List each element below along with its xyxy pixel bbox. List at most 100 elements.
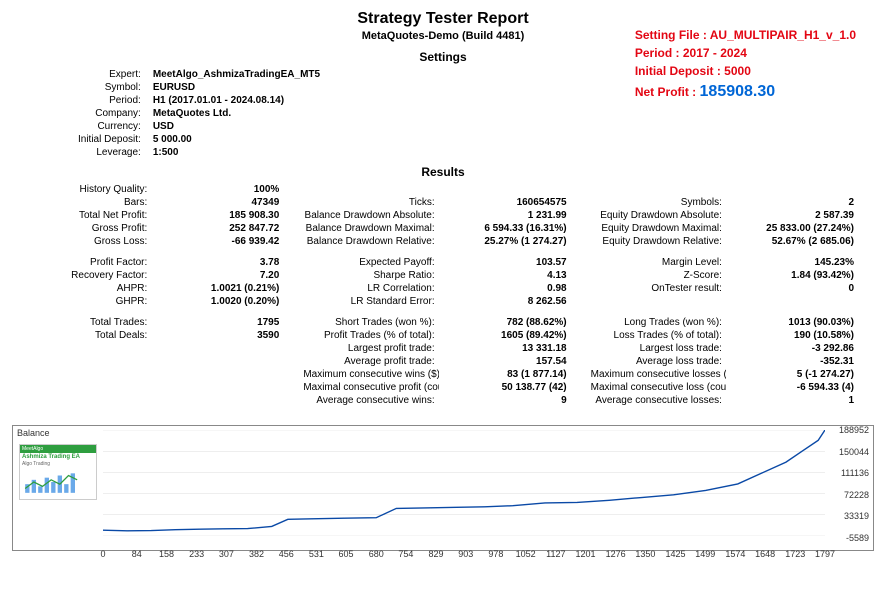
results-row: GHPR:1.0020 (0.20%)LR Standard Error:8 2… (12, 295, 874, 308)
ea-thumbnail: MeetAlgo Ashmiza Trading EA Algo Trading (19, 444, 97, 500)
result-label: Sharpe Ratio: (299, 269, 438, 282)
results-row: Total Deals:3590Profit Trades (% of tota… (12, 329, 874, 342)
result-label: Gross Profit: (12, 222, 151, 235)
result-label: Margin Level: (587, 256, 726, 269)
chart-xtick: 531 (309, 549, 324, 559)
result-value: 145.23% (726, 256, 874, 269)
result-value (151, 355, 299, 368)
chart-xtick: 0 (100, 549, 105, 559)
callout-netprofit-value: 185908.30 (700, 83, 776, 100)
result-value: 1013 (90.03%) (726, 316, 874, 329)
result-value: 8 262.56 (439, 295, 587, 308)
chart-ytick: 72228 (844, 490, 869, 500)
results-row: Maximum consecutive wins ($):83 (1 877.1… (12, 368, 874, 381)
settings-label: Expert: (72, 68, 147, 81)
result-value: 1605 (89.42%) (439, 329, 587, 342)
thumb-spark (23, 469, 99, 495)
result-value (151, 394, 299, 407)
result-value: 4.13 (439, 269, 587, 282)
result-value: -352.31 (726, 355, 874, 368)
settings-value: USD (147, 120, 326, 133)
results-table: History Quality:100%Bars:47349Ticks:1606… (12, 183, 874, 415)
settings-row: Company:MetaQuotes Ltd. (72, 107, 326, 120)
result-label: Equity Drawdown Relative: (587, 235, 726, 248)
chart-xtick: 1425 (666, 549, 686, 559)
chart-xtick: 903 (458, 549, 473, 559)
result-label: Maximum consecutive losses ($): (587, 368, 726, 381)
results-row: Gross Loss:-66 939.42Balance Drawdown Re… (12, 235, 874, 248)
result-label: Maximal consecutive loss (count): (587, 381, 726, 394)
result-label: Gross Loss: (12, 235, 151, 248)
chart-xtick: 1127 (546, 549, 565, 559)
result-value: 0.98 (439, 282, 587, 295)
result-value (151, 381, 299, 394)
result-label: AHPR: (12, 282, 151, 295)
result-value (726, 295, 874, 308)
result-value: 185 908.30 (151, 209, 299, 222)
results-row: Average profit trade:157.54Average loss … (12, 355, 874, 368)
chart-xtick: 84 (132, 549, 142, 559)
results-row: Bars:47349Ticks:160654575Symbols:2 (12, 196, 874, 209)
chart-xtick: 158 (159, 549, 174, 559)
settings-row: Initial Deposit:5 000.00 (72, 133, 326, 146)
result-label (299, 183, 438, 196)
result-value: 83 (1 877.14) (439, 368, 587, 381)
result-value: 157.54 (439, 355, 587, 368)
result-label: Equity Drawdown Maximal: (587, 222, 726, 235)
result-label (12, 368, 151, 381)
result-value: 5 (-1 274.27) (726, 368, 874, 381)
chart-xtick: 1797 (815, 549, 835, 559)
result-value: 47349 (151, 196, 299, 209)
settings-row: Symbol:EURUSD (72, 81, 326, 94)
callout-initial-deposit: Initial Deposit : 5000 (635, 62, 856, 80)
result-label: History Quality: (12, 183, 151, 196)
result-value: 160654575 (439, 196, 587, 209)
balance-chart: Balance MeetAlgo Ashmiza Trading EA Algo… (12, 425, 874, 551)
result-value: 13 331.18 (439, 342, 587, 355)
chart-xtick: 754 (398, 549, 413, 559)
result-label: Average loss trade: (587, 355, 726, 368)
settings-table: Expert:MeetAlgo_AshmizaTradingEA_MT5Symb… (72, 68, 326, 159)
settings-label: Company: (72, 107, 147, 120)
result-value: 1795 (151, 316, 299, 329)
callout-box: Setting File : AU_MULTIPAIR_H1_v_1.0 Per… (635, 26, 856, 104)
result-label: LR Standard Error: (299, 295, 438, 308)
chart-xtick: 1201 (576, 549, 596, 559)
chart-xtick: 307 (219, 549, 234, 559)
settings-value: EURUSD (147, 81, 326, 94)
settings-row: Period:H1 (2017.01.01 - 2024.08.14) (72, 94, 326, 107)
result-label: Profit Trades (% of total): (299, 329, 438, 342)
chart-ytick: -5589 (846, 533, 869, 543)
result-label: Maximum consecutive wins ($): (299, 368, 438, 381)
results-row: Maximal consecutive profit (count):50 13… (12, 381, 874, 394)
result-label: Symbols: (587, 196, 726, 209)
settings-label: Period: (72, 94, 147, 107)
results-row: Recovery Factor:7.20Sharpe Ratio:4.13Z-S… (12, 269, 874, 282)
settings-label: Initial Deposit: (72, 133, 147, 146)
settings-value: 1:500 (147, 146, 326, 159)
result-value: 2 587.39 (726, 209, 874, 222)
thumb-sub: Algo Trading (20, 461, 96, 467)
results-row: Profit Factor:3.78Expected Payoff:103.57… (12, 256, 874, 269)
result-label: Loss Trades (% of total): (587, 329, 726, 342)
results-row: Total Net Profit:185 908.30Balance Drawd… (12, 209, 874, 222)
settings-value: 5 000.00 (147, 133, 326, 146)
results-row: Largest profit trade:13 331.18Largest lo… (12, 342, 874, 355)
result-label: Z-Score: (587, 269, 726, 282)
result-value: 1 231.99 (439, 209, 587, 222)
callout-period: Period : 2017 - 2024 (635, 44, 856, 62)
result-value (151, 342, 299, 355)
result-label: Expected Payoff: (299, 256, 438, 269)
result-label (587, 183, 726, 196)
result-value: 1 (726, 394, 874, 407)
result-value: 190 (10.58%) (726, 329, 874, 342)
chart-xtick: 233 (189, 549, 204, 559)
results-heading: Results (12, 165, 874, 179)
result-value: 782 (88.62%) (439, 316, 587, 329)
chart-xtick: 382 (249, 549, 264, 559)
result-label (587, 295, 726, 308)
result-value: 52.67% (2 685.06) (726, 235, 874, 248)
results-row: History Quality:100% (12, 183, 874, 196)
result-value: 9 (439, 394, 587, 407)
result-label: Equity Drawdown Absolute: (587, 209, 726, 222)
